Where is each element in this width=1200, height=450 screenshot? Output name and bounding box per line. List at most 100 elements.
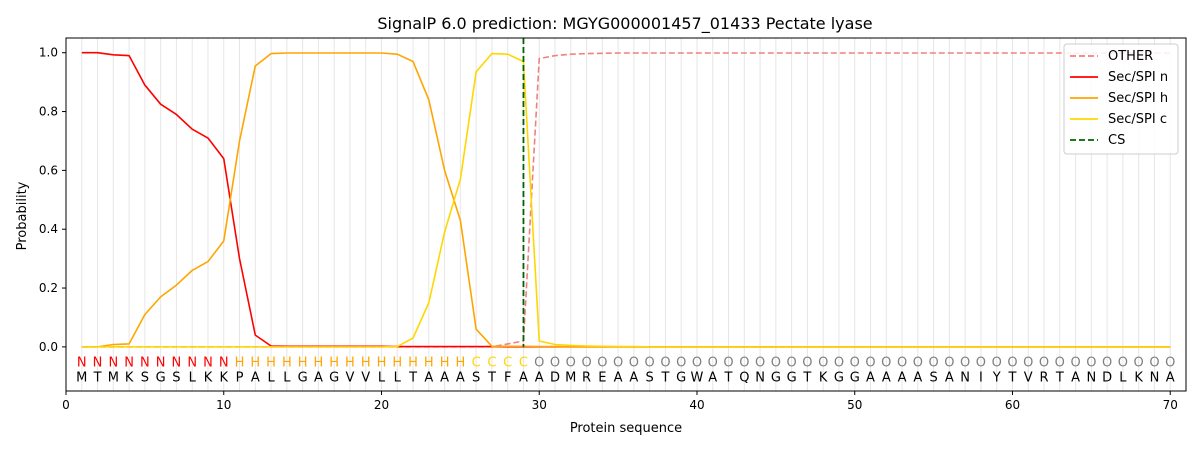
region-label: H: [235, 356, 245, 371]
y-tick-label: 1.0: [39, 46, 58, 60]
residue-letter: G: [329, 370, 339, 385]
region-label: O: [976, 356, 986, 371]
legend: OTHER Sec/SPI n Sec/SPI h Sec/SPI c CS: [1063, 43, 1179, 155]
residue-letter: A: [629, 370, 638, 385]
series-line-sec-spi-n: [81, 51, 1171, 348]
region-label: O: [723, 356, 733, 371]
residue-letter: I: [979, 370, 983, 385]
residue-letter: M: [565, 370, 576, 385]
region-label: H: [314, 356, 324, 371]
residue-letter: A: [945, 370, 954, 385]
legend-box: [1063, 43, 1179, 155]
region-label: O: [581, 356, 591, 371]
region-label: O: [834, 356, 844, 371]
region-label: O: [676, 356, 686, 371]
residue-letter: F: [504, 370, 511, 385]
residue-letter: V: [1024, 370, 1033, 385]
region-label: O: [739, 356, 749, 371]
residue-letter: K: [204, 370, 213, 385]
x-tick-label: 40: [689, 398, 704, 412]
region-label: H: [345, 356, 355, 371]
residue-letter: R: [582, 370, 591, 385]
residue-letter: K: [1134, 370, 1143, 385]
legend-label: OTHER: [1108, 49, 1153, 64]
region-label: H: [408, 356, 418, 371]
residue-letter: L: [378, 370, 386, 385]
residue-letter: Q: [739, 370, 749, 385]
region-label: N: [140, 356, 150, 371]
residue-letter: A: [1071, 370, 1080, 385]
region-label: O: [992, 356, 1002, 371]
x-tick-label: 60: [1005, 398, 1020, 412]
residue-letter: K: [125, 370, 134, 385]
region-label: N: [203, 356, 213, 371]
residue-letter: N: [755, 370, 765, 385]
region-label: O: [1118, 356, 1128, 371]
residue-letter: T: [802, 370, 811, 385]
region-label: O: [708, 356, 718, 371]
region-label: H: [440, 356, 450, 371]
region-label: C: [519, 356, 528, 371]
region-label: O: [1055, 356, 1065, 371]
x-tick-label: 50: [847, 398, 862, 412]
residue-letter: G: [156, 370, 166, 385]
region-label: O: [850, 356, 860, 371]
residue-letter: T: [93, 370, 102, 385]
region-label: O: [787, 356, 797, 371]
residue-letter: E: [598, 370, 606, 385]
residue-letter: T: [487, 370, 496, 385]
residue-letter: T: [1055, 370, 1064, 385]
region-label: N: [219, 356, 229, 371]
region-label: O: [960, 356, 970, 371]
residue-letter: A: [913, 370, 922, 385]
residue-letter: A: [535, 370, 544, 385]
region-label: O: [1039, 356, 1049, 371]
residue-letter: M: [76, 370, 87, 385]
residue-letter: N: [960, 370, 970, 385]
legend-label: Sec/SPI h: [1108, 91, 1168, 106]
region-label: O: [771, 356, 781, 371]
region-label: O: [1149, 356, 1159, 371]
region-label: O: [897, 356, 907, 371]
region-label: O: [1070, 356, 1080, 371]
residue-letter: A: [251, 370, 260, 385]
x-tick-label: 30: [532, 398, 547, 412]
y-axis-ticks: 0.0 0.2 0.4 0.6 0.8 1.0: [39, 46, 66, 354]
residue-letter: A: [440, 370, 449, 385]
y-tick-label: 0.4: [39, 222, 58, 236]
residue-letter: V: [361, 370, 370, 385]
residue-letter: A: [314, 370, 323, 385]
x-tick-label: 70: [1163, 398, 1178, 412]
residue-letter: A: [614, 370, 623, 385]
region-label: O: [1023, 356, 1033, 371]
region-label: C: [472, 356, 481, 371]
residue-letter: V: [345, 370, 354, 385]
region-label: N: [156, 356, 166, 371]
x-tick-label: 0: [62, 398, 70, 412]
region-label: N: [124, 356, 134, 371]
region-label: H: [266, 356, 276, 371]
region-label: C: [503, 356, 512, 371]
residue-letter: L: [394, 370, 402, 385]
residue-letter: K: [819, 370, 828, 385]
region-label: O: [613, 356, 623, 371]
region-label: O: [534, 356, 544, 371]
region-label: O: [818, 356, 828, 371]
series-lines: [81, 51, 1171, 348]
residue-letter: T: [408, 370, 417, 385]
residue-letter: A: [898, 370, 907, 385]
region-label: O: [755, 356, 765, 371]
residue-letter: D: [1102, 370, 1112, 385]
region-label: O: [1102, 356, 1112, 371]
residue-letter: S: [172, 370, 180, 385]
region-label: O: [1007, 356, 1017, 371]
region-label: H: [298, 356, 308, 371]
residue-letter: G: [850, 370, 860, 385]
region-label: O: [566, 356, 576, 371]
x-axis-label: Protein sequence: [570, 421, 682, 436]
residue-letter: N: [1086, 370, 1096, 385]
residue-labels: NMNTNMNKNSNGNSNLNKNKHPHAHLHLHGHAHGHVHVHL…: [76, 356, 1175, 386]
region-label: O: [928, 356, 938, 371]
residue-letter: S: [929, 370, 937, 385]
